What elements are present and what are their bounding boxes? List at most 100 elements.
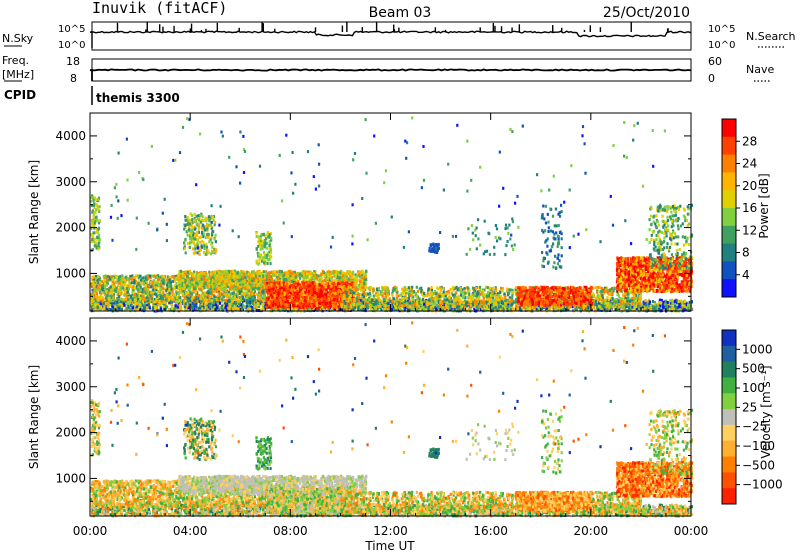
range-cell [493,300,496,304]
range-cell [112,288,115,292]
range-cell [134,276,137,279]
range-cell [309,307,312,311]
range-cell [220,307,223,311]
range-cell [125,302,128,306]
range-cell [112,278,115,282]
range-cell [678,302,681,306]
range-cell [538,307,541,311]
range-cell [209,304,212,308]
range-cell [548,307,551,311]
range-cell [133,288,136,292]
range-cell [90,296,93,300]
range-cell [220,304,223,308]
range-cell [507,302,510,306]
range-cell [297,271,300,275]
range-cell [100,292,103,296]
range-cell [133,281,136,285]
range-cell [419,307,422,311]
range-cell [173,295,176,299]
range-cell [177,305,180,309]
range-cell [535,307,538,311]
range-cell [100,283,103,287]
range-cell [134,299,137,303]
range-cell [687,303,690,307]
range-cell [115,280,118,284]
range-cell [673,299,676,303]
range-cell [177,302,180,306]
range-cell [165,292,168,296]
range-cell [135,305,138,309]
range-cell [214,303,217,307]
range-cell [297,308,300,312]
range-cell [183,303,186,307]
range-cell [675,308,678,312]
range-cell [667,302,670,306]
range-cell [232,270,235,273]
range-cell [117,288,120,292]
range-cell [212,301,216,305]
range-cell [154,305,157,309]
range-cell [161,294,164,298]
range-cell [240,290,243,294]
range-cell [173,293,176,296]
range-cell [240,292,244,296]
range-cell [244,305,247,308]
range-cell [662,306,665,310]
range-cell [248,298,251,302]
range-cell [208,284,211,288]
range-cell [114,288,117,292]
range-cell [648,307,651,311]
range-cell [197,293,200,297]
range-cell [629,304,633,308]
range-cell [107,307,110,311]
range-cell [126,290,129,294]
range-cell [91,300,94,303]
range-cell [123,278,126,282]
range-cell [680,299,683,303]
range-cell [229,270,232,273]
range-cell [209,280,212,284]
range-cell [636,308,639,312]
range-cell [95,299,98,303]
range-cell [520,308,523,312]
range-cell [170,287,173,291]
range-cell [144,298,147,302]
range-cell [150,295,153,299]
range-cell [652,304,655,308]
range-cell [669,299,672,303]
range-cell [503,299,506,303]
cpid-label: CPID [4,88,36,102]
range-cell [248,296,251,300]
range-cell [336,299,339,303]
range-cell [144,291,147,295]
range-cell [130,304,133,308]
range-cell [516,307,519,310]
range-cell [224,306,227,310]
range-cell [194,290,198,294]
range-cell [204,308,207,312]
range-cell [157,300,160,304]
range-cell [239,296,242,300]
range-cell [688,304,691,308]
range-cell [124,308,127,312]
range-cell [647,304,650,308]
range-cell [117,284,120,288]
range-cell [364,306,367,310]
range-cell [125,287,128,290]
range-cell [131,297,134,301]
range-cell [139,288,142,292]
range-cell [147,298,150,302]
range-cell [205,306,208,310]
range-cell [308,278,311,282]
range-cell [111,307,115,311]
range-cell [93,290,96,294]
range-cell [232,294,235,298]
range-cell [648,300,651,304]
range-cell [260,272,263,275]
freq-unit: [MHz] [2,68,34,81]
range-cell [118,281,121,285]
range-cell [354,282,358,286]
range-cell [183,305,186,309]
range-cell [387,302,390,305]
range-cell [610,306,613,310]
